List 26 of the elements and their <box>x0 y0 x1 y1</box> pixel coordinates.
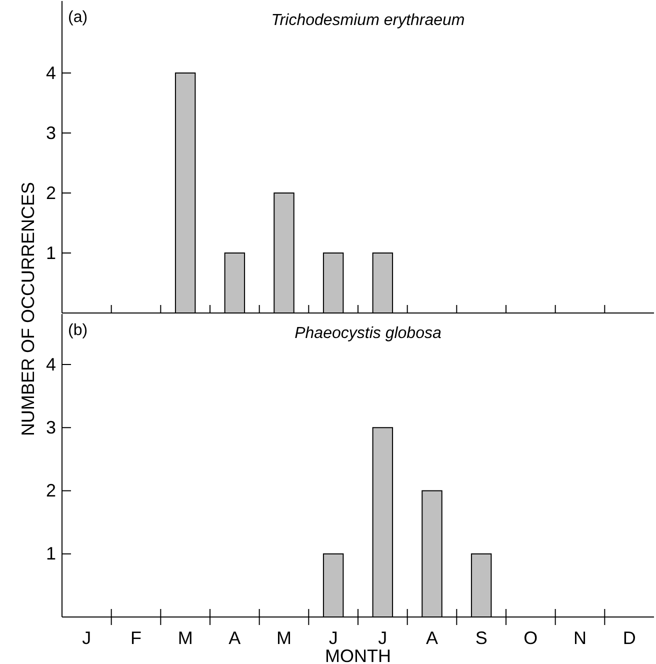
x-tick-label: J <box>82 628 92 648</box>
x-tick-label: M <box>276 628 292 648</box>
x-tick-label: F <box>130 628 142 648</box>
x-tick-label: J <box>378 628 388 648</box>
y-axis-title: NUMBER OF OCCURRENCES <box>18 182 38 436</box>
y-tick-label: 3 <box>46 417 56 438</box>
x-tick-label: D <box>622 628 636 648</box>
y-tick-label: 2 <box>46 480 56 501</box>
y-tick-label: 1 <box>46 544 56 564</box>
x-tick-label: J <box>328 628 338 648</box>
annotation: (b) <box>68 322 88 339</box>
x-tick-label: S <box>475 628 488 648</box>
y-tick-label: 1 <box>46 242 56 263</box>
x-tick-label: N <box>574 628 586 648</box>
x-tick-label: A <box>228 628 241 648</box>
y-tick-label: 2 <box>46 182 56 203</box>
x-tick-label: A <box>426 628 438 648</box>
y-tick-label: 4 <box>46 354 56 374</box>
annotation: (a) <box>68 9 88 26</box>
text: Trichodesmium erythraeum <box>271 12 465 29</box>
y-tick-label: 3 <box>46 122 56 143</box>
x-axis-title: MONTH <box>325 646 391 664</box>
y-tick-label: 4 <box>46 62 56 83</box>
x-tick-label: M <box>178 628 193 648</box>
x-tick-label: O <box>524 628 538 648</box>
text: Phaeocystis globosa <box>294 325 442 342</box>
